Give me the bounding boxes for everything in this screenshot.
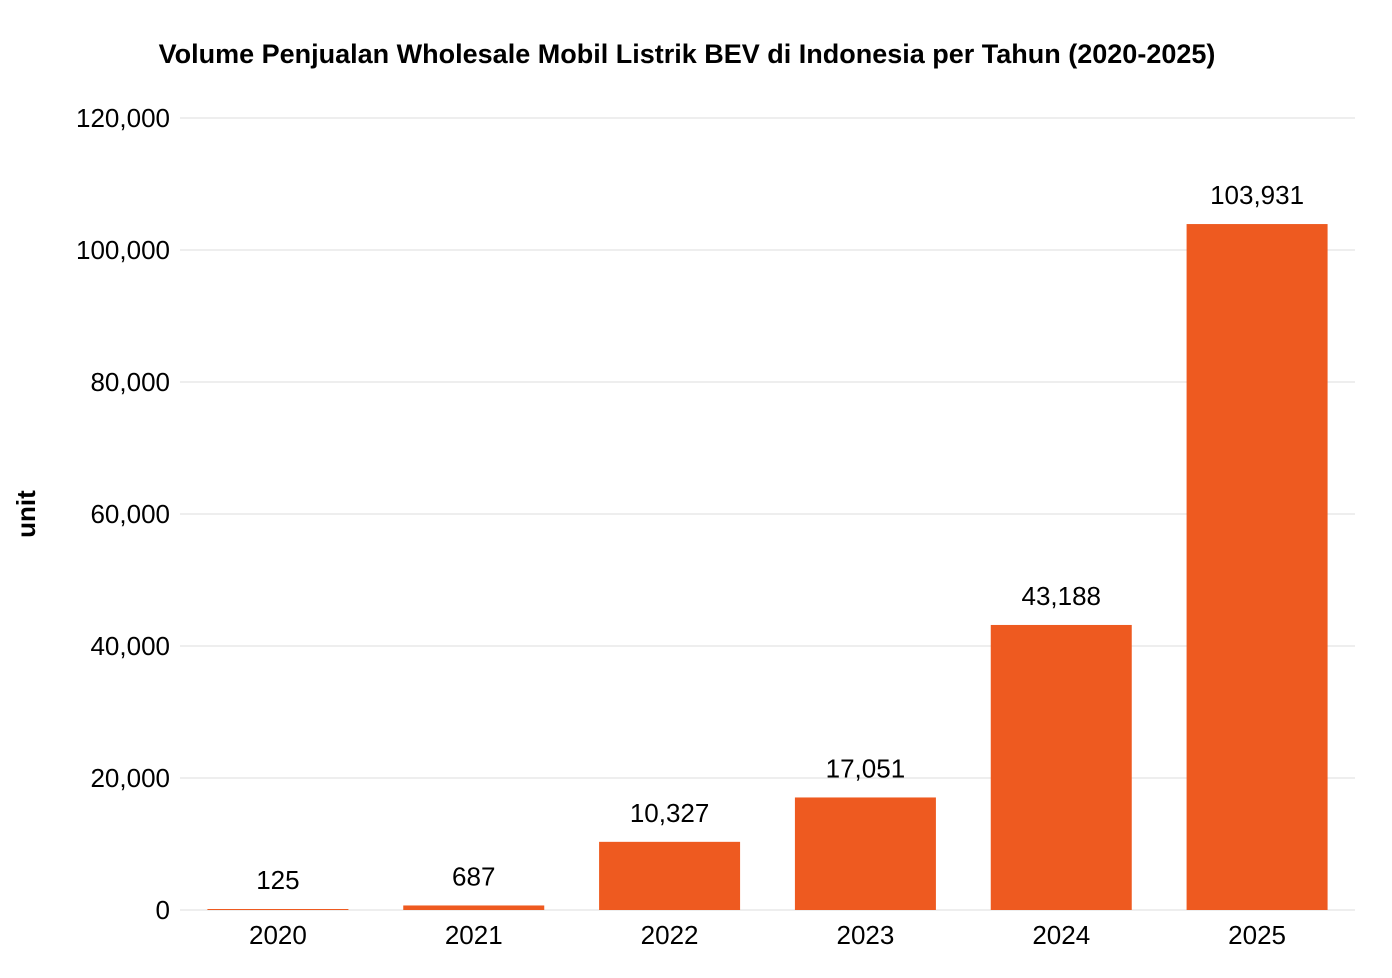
gridlines — [180, 117, 1355, 911]
bar-value-labels: 125 687 10,327 17,051 43,188 103,931 — [256, 180, 1304, 895]
y-tick-label: 120,000 — [76, 103, 170, 133]
bar-value-label: 43,188 — [1021, 581, 1101, 611]
bar-2021 — [403, 905, 545, 910]
bar-value-label: 10,327 — [630, 798, 710, 828]
bars — [207, 224, 1328, 910]
bar-value-label: 103,931 — [1210, 180, 1304, 210]
y-axis-label: unit — [11, 490, 41, 538]
x-tick-label: 2021 — [445, 920, 503, 950]
x-tick-label: 2020 — [249, 920, 307, 950]
bar-2025 — [1186, 224, 1328, 910]
x-tick-label: 2022 — [641, 920, 699, 950]
chart-title: Volume Penjualan Wholesale Mobil Listrik… — [159, 39, 1216, 69]
bar-2022 — [599, 841, 741, 910]
y-tick-label: 40,000 — [90, 631, 170, 661]
bar-value-label: 17,051 — [826, 753, 906, 783]
y-tick-label: 20,000 — [90, 763, 170, 793]
bar-2023 — [794, 797, 936, 910]
x-tick-label: 2024 — [1032, 920, 1090, 950]
bar-value-label: 125 — [256, 865, 299, 895]
bar-2024 — [990, 624, 1132, 910]
bar-2020 — [207, 909, 349, 910]
y-tick-label: 80,000 — [90, 367, 170, 397]
y-tick-label: 100,000 — [76, 235, 170, 265]
bar-value-label: 687 — [452, 861, 495, 891]
x-tick-label: 2025 — [1228, 920, 1286, 950]
y-axis-ticks: 0 20,000 40,000 60,000 80,000 100,000 120,000 — [76, 103, 170, 925]
y-tick-label: 0 — [156, 895, 170, 925]
y-tick-label: 60,000 — [90, 499, 170, 529]
x-tick-label: 2023 — [836, 920, 894, 950]
x-axis-ticks: 2020 2021 2022 2023 2024 2025 — [249, 920, 1286, 950]
